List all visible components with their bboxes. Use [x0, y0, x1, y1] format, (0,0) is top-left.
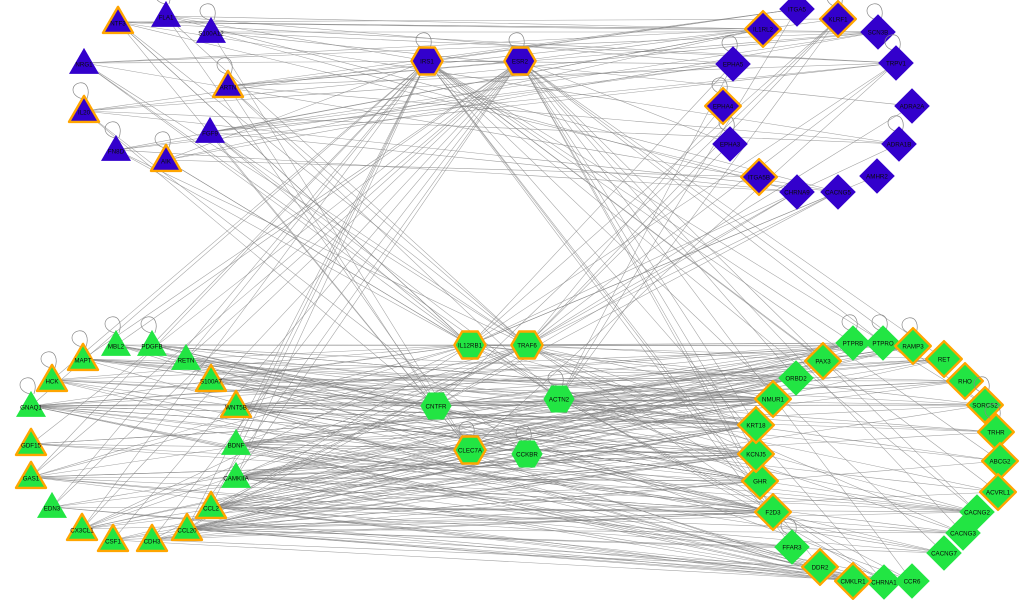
- svg-text:BDNF: BDNF: [228, 443, 245, 450]
- svg-text:RET: RET: [938, 357, 951, 364]
- svg-text:IL1RL2: IL1RL2: [753, 27, 774, 34]
- svg-text:IRS1: IRS1: [420, 59, 434, 66]
- svg-text:F2D3: F2D3: [765, 510, 781, 517]
- svg-text:IL12RB1: IL12RB1: [458, 343, 483, 350]
- svg-text:NMUR1: NMUR1: [762, 397, 785, 404]
- svg-text:CACNG2: CACNG2: [964, 510, 990, 517]
- svg-text:EPHA3: EPHA3: [720, 142, 741, 149]
- svg-text:AIK: AIK: [161, 159, 172, 166]
- svg-text:CCR6: CCR6: [904, 579, 921, 586]
- svg-text:GAS1: GAS1: [23, 476, 40, 483]
- svg-text:TRHR: TRHR: [987, 430, 1005, 437]
- svg-text:CDH3: CDH3: [144, 539, 161, 546]
- svg-text:ITGA5: ITGA5: [788, 7, 806, 14]
- svg-text:CNTFR: CNTFR: [426, 404, 447, 411]
- svg-text:GNAQ1: GNAQ1: [20, 405, 42, 412]
- svg-text:PTPRO: PTPRO: [872, 341, 894, 348]
- svg-text:TRPV1: TRPV1: [886, 61, 907, 68]
- svg-text:WNT5B: WNT5B: [225, 405, 247, 412]
- svg-text:CACNG3: CACNG3: [950, 531, 976, 538]
- svg-text:ADRA1B: ADRA1B: [887, 142, 912, 149]
- svg-text:CSF1: CSF1: [105, 539, 121, 546]
- svg-text:NRG1: NRG1: [75, 62, 93, 69]
- svg-text:FFAR3: FFAR3: [782, 545, 802, 552]
- svg-text:S100A7: S100A7: [200, 379, 223, 386]
- svg-text:RETN: RETN: [178, 358, 195, 365]
- svg-text:DDR2: DDR2: [812, 565, 829, 572]
- svg-text:CACNG7: CACNG7: [931, 551, 957, 558]
- svg-text:ACTN2: ACTN2: [549, 397, 570, 404]
- svg-text:PTPRB: PTPRB: [843, 341, 864, 348]
- svg-text:CCKBR: CCKBR: [516, 452, 538, 459]
- svg-text:ESR2: ESR2: [512, 59, 529, 66]
- svg-text:CHRNA9: CHRNA9: [784, 190, 810, 197]
- svg-text:EPHA4: EPHA4: [713, 104, 734, 111]
- svg-text:MAPT: MAPT: [74, 358, 91, 365]
- svg-text:NTF3: NTF3: [110, 21, 126, 28]
- svg-text:ACVRL1: ACVRL1: [986, 490, 1011, 497]
- svg-text:CAMKIIA: CAMKIIA: [223, 476, 249, 483]
- svg-text:MBL2: MBL2: [108, 344, 125, 351]
- svg-text:CMKLR1: CMKLR1: [840, 579, 866, 586]
- svg-text:S100A12: S100A12: [198, 31, 224, 38]
- svg-text:CCL20: CCL20: [177, 528, 197, 535]
- svg-text:GHR: GHR: [753, 479, 767, 486]
- svg-text:ABCG2: ABCG2: [990, 459, 1012, 466]
- svg-text:ITGA5B: ITGA5B: [748, 175, 770, 182]
- svg-text:AMHR2: AMHR2: [866, 174, 888, 181]
- svg-text:EPHA5: EPHA5: [723, 62, 744, 69]
- svg-text:KCNJ5: KCNJ5: [746, 452, 766, 459]
- svg-text:IL20: IL20: [78, 110, 91, 117]
- svg-text:FLA1: FLA1: [159, 15, 174, 22]
- svg-text:PAX3: PAX3: [815, 359, 831, 366]
- svg-text:HCK: HCK: [45, 379, 59, 386]
- svg-text:TRAF6: TRAF6: [517, 343, 537, 350]
- svg-text:EDN3: EDN3: [44, 506, 61, 513]
- svg-text:ADRA2A: ADRA2A: [900, 104, 926, 111]
- svg-text:ARTN: ARTN: [220, 85, 237, 92]
- svg-text:FGF9: FGF9: [202, 131, 218, 138]
- svg-text:ORBD2: ORBD2: [785, 376, 807, 383]
- svg-text:GDF15: GDF15: [21, 443, 42, 450]
- svg-text:RAMP3: RAMP3: [902, 344, 924, 351]
- svg-text:RHO: RHO: [958, 379, 972, 386]
- svg-text:KRT18: KRT18: [746, 423, 766, 430]
- svg-text:PDGFB: PDGFB: [141, 344, 162, 351]
- svg-text:CCL2: CCL2: [203, 506, 219, 513]
- svg-text:KLRF1: KLRF1: [828, 17, 848, 24]
- svg-text:FN8D: FN8D: [108, 149, 125, 156]
- svg-text:CHRNA1: CHRNA1: [871, 580, 897, 587]
- svg-text:SCN3B: SCN3B: [868, 30, 889, 37]
- svg-text:CX3CL1: CX3CL1: [70, 528, 94, 535]
- svg-text:CLEC7A: CLEC7A: [458, 448, 483, 455]
- svg-text:CACNG5: CACNG5: [825, 190, 851, 197]
